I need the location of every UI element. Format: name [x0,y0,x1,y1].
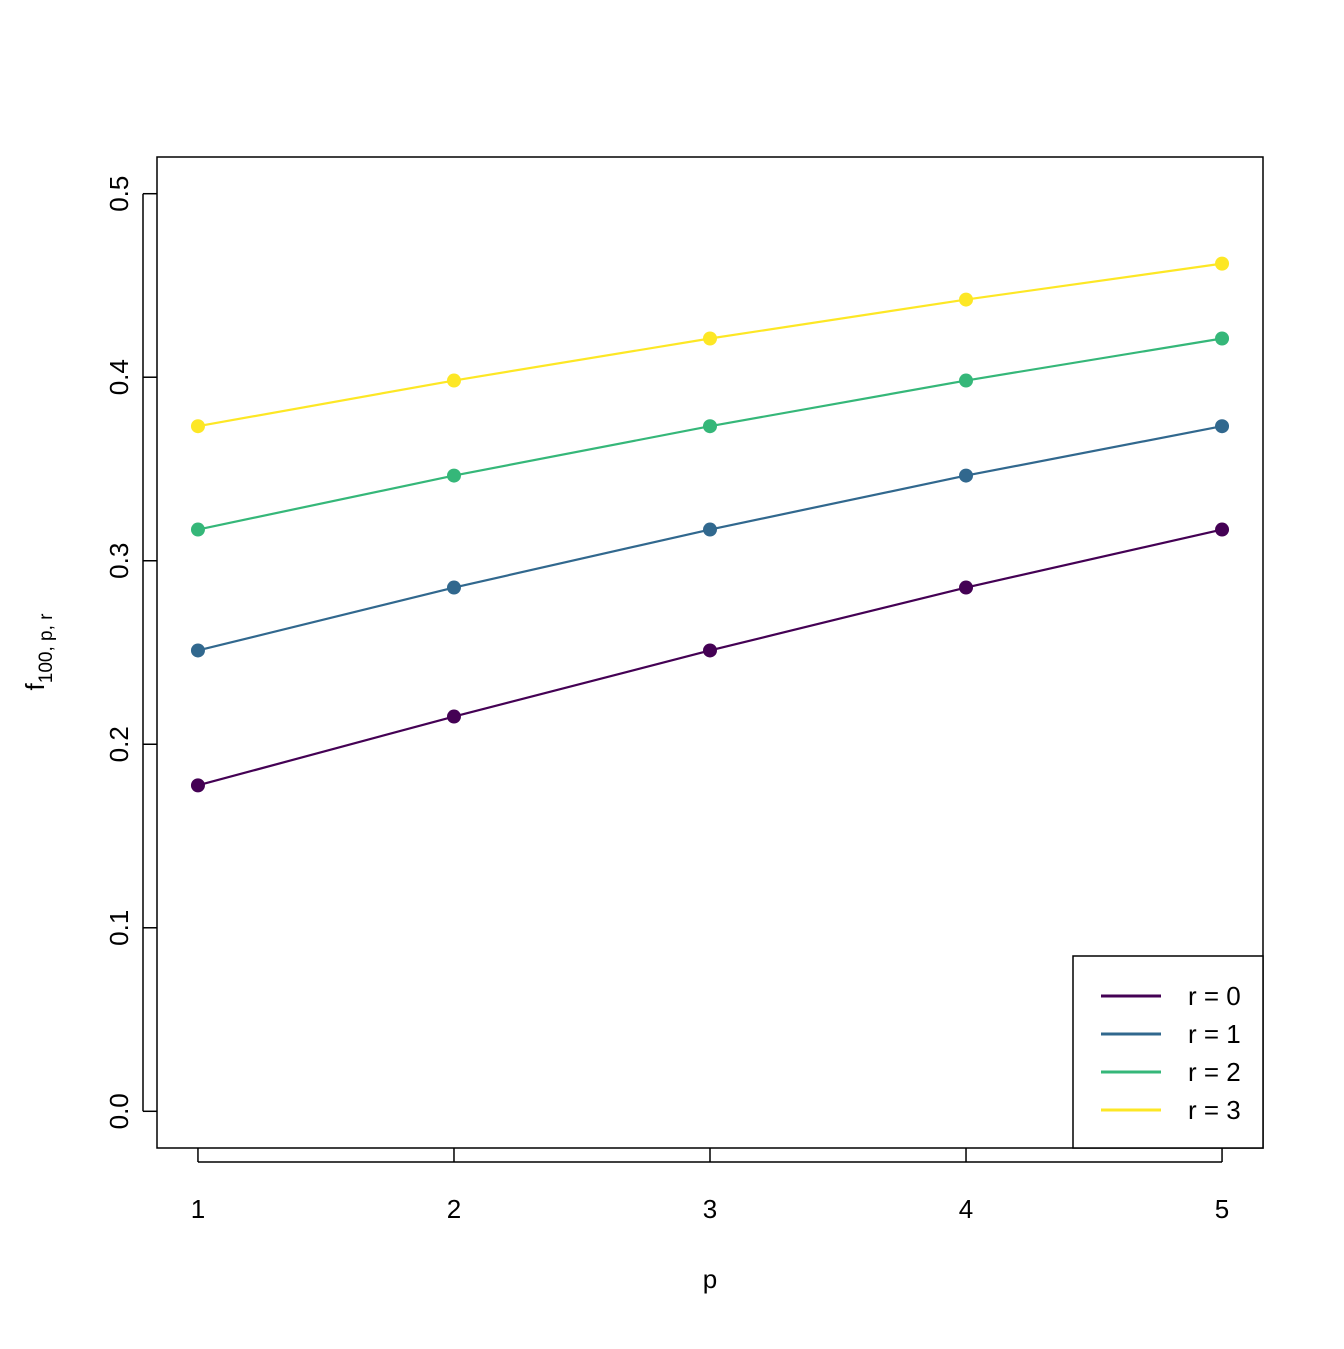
y-tick-label-group: 0.1 [104,910,134,946]
data-point [190,643,205,658]
data-point [190,419,205,434]
x-tick-label: 3 [703,1194,717,1224]
data-point [959,468,974,483]
data-point [703,643,717,658]
y-label-main: f [20,682,50,690]
y-tick-label: 0.0 [104,1093,134,1129]
legend-label: r = 2 [1188,1057,1241,1087]
y-tick-label: 0.2 [104,726,134,762]
data-point [446,580,461,595]
series-line [197,337,1223,531]
x-tick-label: 4 [959,1194,973,1224]
data-point [959,580,974,595]
legend-label: r = 0 [1188,981,1241,1011]
data-point [959,373,974,388]
data-point [1215,419,1230,434]
y-tick-label-group: 0.4 [104,359,134,395]
data-point [703,419,717,434]
data-point [190,778,205,793]
data-point [446,709,461,724]
data-point [703,522,717,537]
y-axis-label: f100, p, r [20,613,57,691]
y-axis-label-text: f100, p, r [20,613,57,691]
legend-label: r = 3 [1188,1095,1241,1125]
y-tick-label: 0.5 [104,176,134,212]
y-tick-label: 0.4 [104,359,134,395]
data-point [1215,331,1230,346]
y-tick-label-group: 0.5 [104,176,134,212]
data-point [190,522,205,537]
data-point [446,468,461,483]
y-tick-label-group: 0.2 [104,726,134,762]
x-axis-label: p [703,1264,717,1294]
legend-box [1072,955,1264,1149]
y-label-sub: 100, p, r [36,613,57,683]
data-point [446,373,461,388]
y-tick-label-group: 0.3 [104,543,134,579]
y-tick-label: 0.3 [104,543,134,579]
data-point [703,331,717,346]
y-tick-label-group: 0.0 [104,1093,134,1129]
legend-label: r = 1 [1188,1019,1241,1049]
x-tick-label: 5 [1215,1194,1229,1224]
y-tick-label: 0.1 [104,910,134,946]
x-tick-label: 1 [191,1194,205,1224]
x-tick-label: 2 [447,1194,461,1224]
data-point [959,292,974,307]
series-line [197,425,1223,652]
data-point [1215,522,1230,537]
data-point [1215,256,1230,271]
